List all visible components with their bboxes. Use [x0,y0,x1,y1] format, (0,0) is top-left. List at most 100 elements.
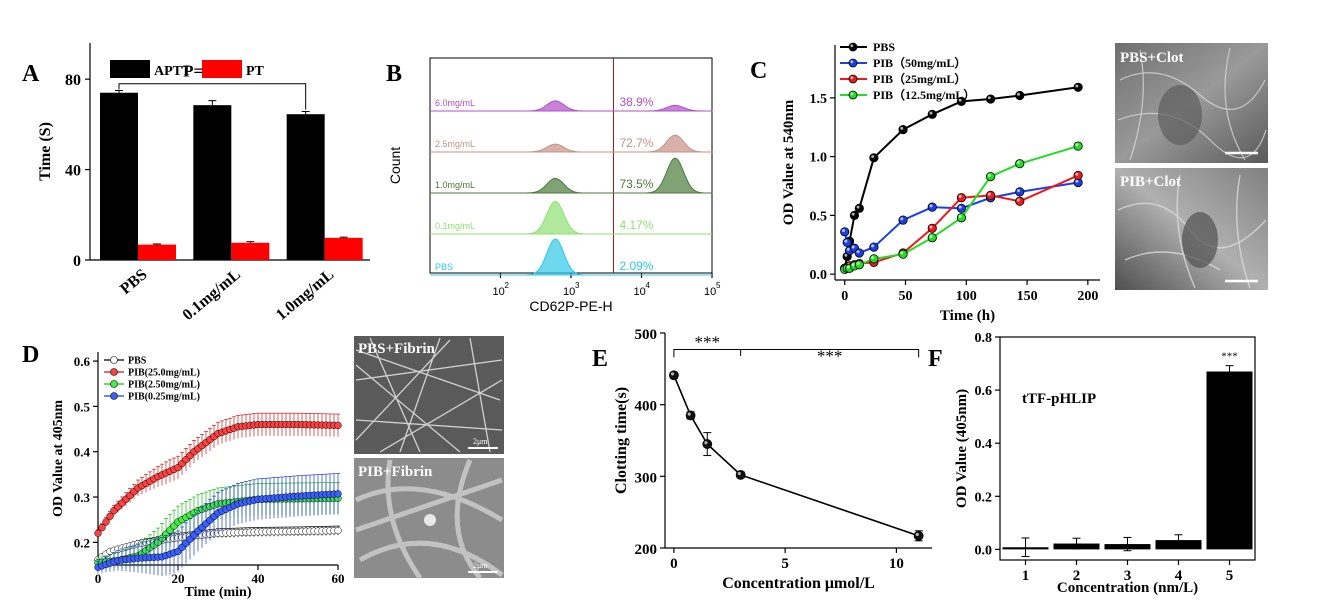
data-point-1 [854,248,864,258]
data-point-3-highlight [851,263,855,267]
y-tick-label: 0.2 [74,535,90,550]
y-tick-label: 1.5 [810,92,828,107]
data-point-1-highlight [844,239,848,243]
bar-aptt [286,114,325,260]
data-point-3-highlight [987,173,991,177]
data-point-0-highlight [856,205,860,209]
data-point-1-highlight [900,217,904,221]
y-axis-label: Time (S) [37,122,54,181]
data-point-1-highlight [1017,189,1020,193]
y-tick-label: 200 [635,542,658,558]
y-tick-label: 0.2 [975,490,993,505]
data-point-3 [854,260,864,270]
data-point-3-highlight [846,265,850,269]
significance-bracket [118,83,307,110]
data-point-0 [1015,90,1025,101]
data-point-0-highlight [1075,84,1079,88]
data-point-3 [985,172,996,182]
data-point-1 [98,523,106,532]
data-point-3-highlight [900,251,904,255]
x-axis-label: Time (h) [940,308,995,324]
legend-marker-3-highlight [850,92,854,96]
scale-bar-label-pib-fibrin: 2μm [473,561,488,570]
y-tick-label: 0.4 [74,445,91,460]
sem-image-pib-fibrin: 2μm PIB+Fibrin [354,458,504,580]
data-point-0 [898,125,908,135]
data-point-highlight [737,471,741,476]
x-axis-label: Concentration (nm/L) [1057,580,1198,596]
legend-label-2: PIB（25mg/mL） [873,71,966,86]
data-point-highlight [670,372,675,376]
bar [1206,371,1253,550]
data-point-1 [869,242,879,252]
x-tick-label: 2 [1073,568,1081,584]
y-axis-label: OD Value at 405nm [51,400,66,517]
y-tick-label: 80 [65,72,81,89]
y-tick-label: 40 [65,163,81,180]
data-point [735,469,746,480]
legend-marker-0 [848,42,858,52]
legend-marker-3 [848,90,858,100]
legend-marker-1-highlight [850,60,854,64]
data-point-1 [927,202,937,212]
data-point-1-highlight [856,250,860,254]
legend-label-aptt: APTT [154,64,192,79]
x-tick-label: 5 [1226,568,1234,584]
panel-label-f: F [928,346,943,372]
histogram-6.0mg/mL [430,100,713,112]
histogram-label: PBS [435,262,453,272]
x-tick-label: 0 [670,556,678,572]
scale-bar-label-pbs-fibrin: 2μm [473,437,488,446]
data-point [702,439,713,449]
data-point-1-highlight [851,245,855,249]
data-point-highlight [915,532,919,537]
histogram-label: 1.0mg/mL [435,180,475,190]
x-tick-label: 4 [1175,568,1183,584]
legend-label-1: PIB(25.0mg/mL) [128,368,200,379]
y-tick-label: 0.0 [975,543,993,558]
histogram-percent: 4.17% [619,218,653,232]
x-tick-exponent: 4 [646,281,651,290]
chart-d-fibrin-od: 0 20 40 60 0.2 0.3 0.4 0.5 0.6 Time (min) OD Value… [51,352,345,600]
data-point-2-highlight [1017,198,1020,202]
histogram-percent: 72.7% [619,136,653,150]
data-point-3-highlight [1017,160,1020,164]
x-tick-label: 10 [889,556,904,572]
data-point [669,370,679,381]
x-tick-label: 100 [956,289,977,304]
x-tick-label: 1 [1022,568,1030,584]
legend-marker-1 [110,368,118,376]
x-tick-label: 0 [841,289,848,304]
legend-label-pt: PT [246,64,265,79]
legend-marker-0 [110,356,118,364]
x-tick-label: PBS [117,266,150,298]
histogram-percent: 73.5% [619,177,653,191]
x-tick-label: 150 [1017,289,1038,304]
y-tick-label: 0.6 [74,354,91,369]
panel-label-a: A [22,61,40,87]
x-tick-label: 0.1mg/mL [180,266,244,324]
legend-marker-2 [110,380,118,388]
data-point-0-highlight [851,212,855,216]
panel-label-d: D [22,342,39,368]
data-point-0-highlight [929,111,933,115]
histogram-label: 0.1mg/mL [435,221,475,231]
data-point [913,530,924,541]
x-tick-exponent: 5 [716,281,721,290]
data-point-3 [869,254,879,264]
legend-label-3: PIB（12.5mg/mL） [873,87,975,102]
data-point-3-highlight [856,261,860,265]
legend-marker-3 [110,392,118,400]
y-tick-label: 0 [73,253,81,270]
y-tick-label: 500 [635,327,658,343]
image-label-pbs-fibrin: PBS+Fibrin [358,341,436,357]
legend-label-1: PIB（50mg/mL） [873,55,966,70]
data-point-2 [1073,170,1083,181]
legend-swatch-pt [202,60,242,78]
x-tick-label: 20 [172,571,185,586]
x-tick-label: 10 [704,286,716,298]
data-point-2-highlight [987,192,991,196]
significance-label: *** [695,332,721,351]
y-tick-label: 0.0 [810,268,828,283]
